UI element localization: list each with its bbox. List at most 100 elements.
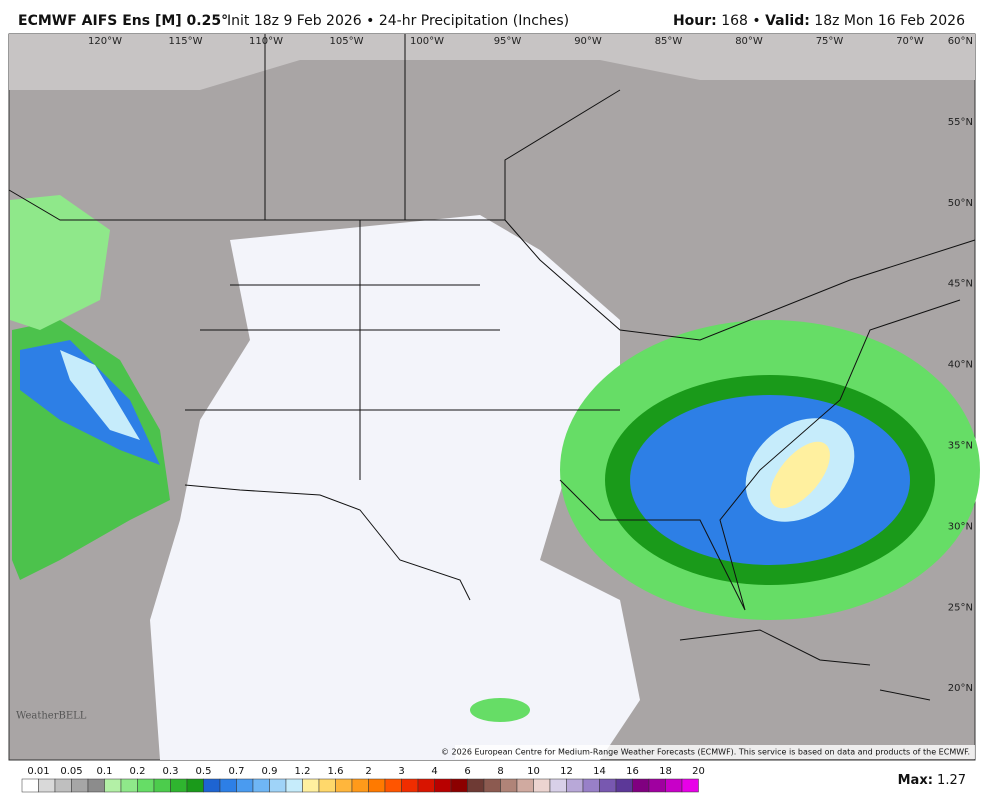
- colorbar-swatch: [417, 778, 435, 793]
- colorbar-swatch: [186, 778, 204, 793]
- longitude-label: 90°W: [574, 36, 602, 47]
- precip-mexico: [470, 698, 530, 722]
- colorbar-label: 1.2: [295, 766, 311, 777]
- hour: 168 •: [721, 13, 760, 29]
- colorbar-swatch: [665, 778, 683, 793]
- colorbar-swatch: [516, 778, 534, 793]
- colorbar-swatch: [236, 778, 254, 793]
- colorbar-swatch: [533, 778, 551, 793]
- colorbar-label: 14: [593, 766, 606, 777]
- colorbar-swatch: [384, 778, 402, 793]
- longitude-label: 85°W: [655, 36, 683, 47]
- latitude-label: 55°N: [948, 117, 973, 128]
- colorbar-swatch: [467, 778, 485, 793]
- longitude-label: 80°W: [735, 36, 763, 47]
- colorbar-swatch: [252, 778, 270, 793]
- colorbar-label: 0.2: [130, 766, 146, 777]
- colorbar-label: 1.6: [328, 766, 344, 777]
- colorbar-swatch: [219, 778, 237, 793]
- colorbar-label: 18: [659, 766, 672, 777]
- colorbar-swatch: [335, 778, 353, 793]
- colorbar-label: 8: [497, 766, 503, 777]
- colorbar: 0.01 0.05 0.1 0.2 0.3 0.5 0.7 0.9 1.2 1.6 2 3 4 6 8 10 1…: [21, 766, 705, 793]
- run-info: Init 18z 9 Feb 2026 • 24-hr Precipitatio…: [227, 13, 569, 29]
- copyright: © 2026 European Centre for Medium-Range …: [441, 748, 970, 757]
- colorbar-swatch: [269, 778, 287, 793]
- colorbar-swatch: [401, 778, 419, 793]
- colorbar-label: 4: [431, 766, 437, 777]
- precip-light: [9, 34, 975, 90]
- colorbar-label: 10: [527, 766, 540, 777]
- colorbar-swatch: [566, 778, 584, 793]
- colorbar-swatch: [203, 778, 221, 793]
- colorbar-label: 2: [365, 766, 371, 777]
- colorbar-swatch: [54, 778, 72, 793]
- model-title: ECMWF AIFS Ens [M] 0.25°: [18, 13, 228, 29]
- colorbar-swatch: [87, 778, 105, 793]
- colorbar-swatch: [483, 778, 501, 793]
- copyright-bg: [455, 745, 975, 759]
- colorbar-label: 0.1: [97, 766, 113, 777]
- latitude-label: 35°N: [948, 441, 973, 452]
- colorbar-label: 3: [398, 766, 404, 777]
- longitude-label: 105°W: [330, 36, 364, 47]
- latitude-label: 25°N: [948, 602, 973, 613]
- latitude-label: 20°N: [948, 683, 973, 694]
- longitude-label: 95°W: [494, 36, 522, 47]
- dry-area: [150, 215, 640, 760]
- colorbar-swatch: [318, 778, 336, 793]
- hour-label: Hour:: [673, 13, 717, 29]
- latitude-label: 40°N: [948, 360, 973, 371]
- colorbar-swatch: [170, 778, 188, 793]
- precip-west-max: [60, 350, 140, 440]
- colorbar-swatch: [21, 778, 39, 793]
- longitude-label: 70°W: [896, 36, 924, 47]
- longitude-label: 120°W: [88, 36, 122, 47]
- colorbar-label: 16: [626, 766, 639, 777]
- colorbar-swatch: [302, 778, 320, 793]
- valid: 18z Mon 16 Feb 2026: [814, 13, 965, 29]
- colorbar-label: 0.01: [27, 766, 49, 777]
- colorbar-label: 0.3: [163, 766, 179, 777]
- colorbar-label: 0.5: [196, 766, 212, 777]
- longitude-label: 100°W: [410, 36, 444, 47]
- colorbar-swatch: [38, 778, 56, 793]
- colorbar-label: 20: [692, 766, 705, 777]
- precip-northwest: [10, 195, 110, 330]
- colorbar-label: 6: [464, 766, 470, 777]
- map: WeatherBELL © 2026 European Centre for M…: [8, 33, 980, 761]
- colorbar-swatch: [104, 778, 122, 793]
- precip-southeast-max: [770, 441, 830, 509]
- max: 1.27: [937, 773, 966, 788]
- colorbar-swatch: [500, 778, 518, 793]
- colorbar-swatch: [582, 778, 600, 793]
- colorbar-swatch: [285, 778, 303, 793]
- valid-info: Hour: 168 • Valid: 18z Mon 16 Feb 2026: [673, 13, 965, 29]
- colorbar-label: 0.7: [229, 766, 245, 777]
- colorbar-swatch: [450, 778, 468, 793]
- colorbar-swatch: [368, 778, 386, 793]
- colorbar-swatch: [137, 778, 155, 793]
- longitude-label: 110°W: [249, 36, 283, 47]
- max-value: Max: 1.27: [898, 773, 966, 788]
- latitude-label: 60°N: [948, 36, 973, 47]
- colorbar-swatch: [549, 778, 567, 793]
- colorbar-swatch: [351, 778, 369, 793]
- colorbar-swatch: [71, 778, 89, 793]
- colorbar-swatch: [153, 778, 171, 793]
- longitude-label: 75°W: [816, 36, 844, 47]
- latitude-label: 45°N: [948, 279, 973, 290]
- colorbar-swatch: [681, 778, 699, 793]
- valid-label: Valid:: [765, 13, 810, 29]
- max-label: Max:: [898, 773, 933, 788]
- colorbar-swatch: [434, 778, 452, 793]
- colorbar-swatch: [599, 778, 617, 793]
- colorbar-swatch: [120, 778, 138, 793]
- colorbar-swatch: [615, 778, 633, 793]
- latitude-label: 30°N: [948, 521, 973, 532]
- logo: WeatherBELL: [16, 711, 87, 722]
- colorbar-swatch: [632, 778, 650, 793]
- colorbar-label: 0.05: [60, 766, 82, 777]
- colorbar-label: 0.9: [262, 766, 278, 777]
